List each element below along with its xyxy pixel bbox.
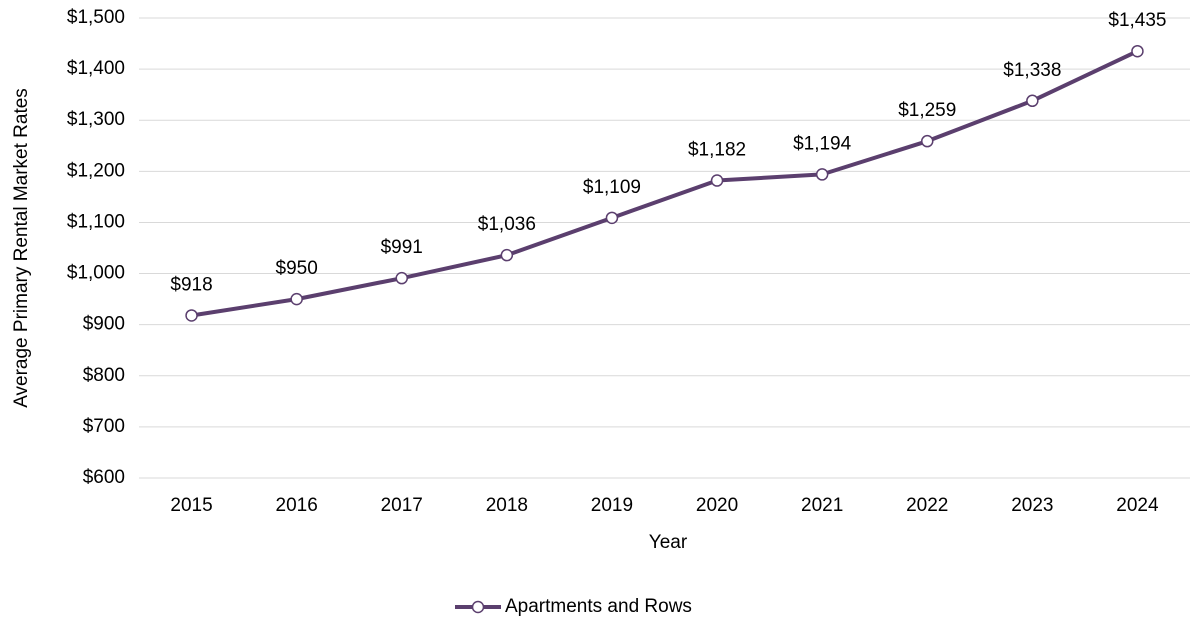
data-label: $1,109 xyxy=(583,177,641,198)
x-tick-label: 2017 xyxy=(381,495,423,516)
y-tick-label: $700 xyxy=(83,416,125,437)
point xyxy=(1026,94,1039,108)
data-label: $1,338 xyxy=(1003,60,1061,81)
x-tick-label: 2015 xyxy=(170,495,212,516)
x-tick-label: 2019 xyxy=(591,495,633,516)
x-tick-label: 2022 xyxy=(906,495,948,516)
point xyxy=(500,248,514,262)
data-label: $991 xyxy=(381,237,423,258)
x-tick-label: 2023 xyxy=(1011,495,1053,516)
y-tick-label: $600 xyxy=(83,467,125,488)
point xyxy=(710,174,724,187)
y-tick-label: $1,500 xyxy=(67,7,125,28)
point xyxy=(395,271,408,285)
data-label: $1,259 xyxy=(898,100,956,121)
point xyxy=(1131,44,1144,58)
x-tick-label: 2021 xyxy=(801,495,843,516)
point xyxy=(290,292,303,306)
y-tick-label: $900 xyxy=(83,314,125,335)
y-tick-label: $1,200 xyxy=(67,160,125,181)
point xyxy=(815,168,829,181)
x-tick-label: 2020 xyxy=(696,495,738,516)
y-tick-label: $1,100 xyxy=(67,211,125,232)
x-tick-label: 2016 xyxy=(276,495,318,516)
data-label: $1,182 xyxy=(688,140,746,161)
y-tick-label: $800 xyxy=(83,365,125,386)
point xyxy=(605,211,619,225)
legend-marker xyxy=(471,600,485,614)
x-tick-label: 2018 xyxy=(486,495,528,516)
data-label: $1,435 xyxy=(1108,10,1166,31)
y-tick-label: $1,300 xyxy=(67,109,125,130)
y-tick-label: $1,400 xyxy=(67,58,125,79)
series-line xyxy=(191,49,1139,318)
x-tick-label: 2024 xyxy=(1116,495,1159,516)
point xyxy=(921,134,934,148)
point xyxy=(185,309,198,322)
x-axis-title: Year xyxy=(649,532,688,553)
data-label: $1,036 xyxy=(478,214,536,235)
data-label: $950 xyxy=(276,258,318,279)
legend-label: Apartments and Rows xyxy=(505,596,692,617)
data-label: $1,194 xyxy=(793,133,852,154)
y-axis-title: Average Primary Rental Market Rates xyxy=(11,88,32,408)
data-label: $918 xyxy=(170,274,212,295)
y-tick-label: $1,000 xyxy=(67,263,125,284)
